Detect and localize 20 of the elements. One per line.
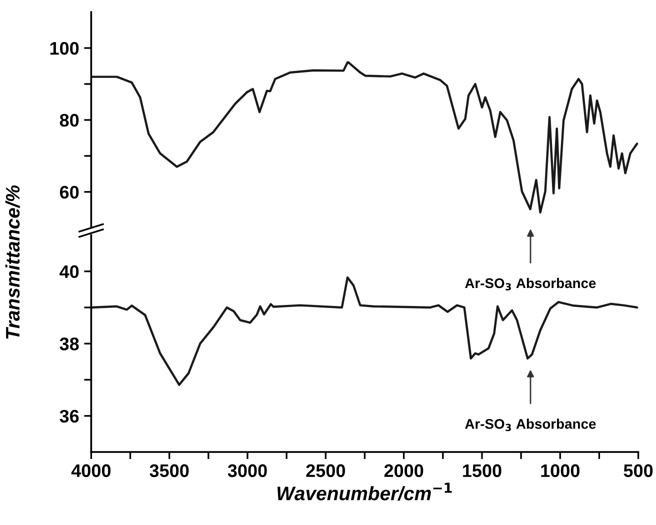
y-axis-title: Transmittance/%: [5, 185, 20, 339]
line-series: [91, 61, 638, 214]
y-tick-label: 36: [60, 410, 79, 423]
x-tick-label: 2500: [306, 464, 345, 478]
line-series: [91, 276, 638, 386]
y-tick-label: 38: [60, 338, 79, 350]
y-tick-label: 100: [50, 42, 79, 55]
y-tick-label: 40: [60, 265, 79, 278]
x-tick-label: 1000: [541, 464, 580, 478]
x-axis-title: Wavenumber/cm$^{−1}$: [277, 482, 452, 501]
x-tick-label: 2000: [384, 464, 424, 478]
y-tick-label: 60: [60, 186, 79, 199]
x-tick-label: 3000: [228, 464, 267, 478]
x-tick-label: 500: [624, 464, 653, 478]
x-tick-label: 4000: [71, 464, 111, 478]
annotation: Ar-SO$_{3}$ Absorbance: [465, 418, 596, 432]
x-tick-label: 3500: [150, 464, 189, 478]
x-tick-label: 1500: [463, 464, 502, 478]
y-tick-label: 80: [60, 114, 79, 127]
annotation: Ar-SO$_{3}$ Absorbance: [465, 278, 596, 290]
